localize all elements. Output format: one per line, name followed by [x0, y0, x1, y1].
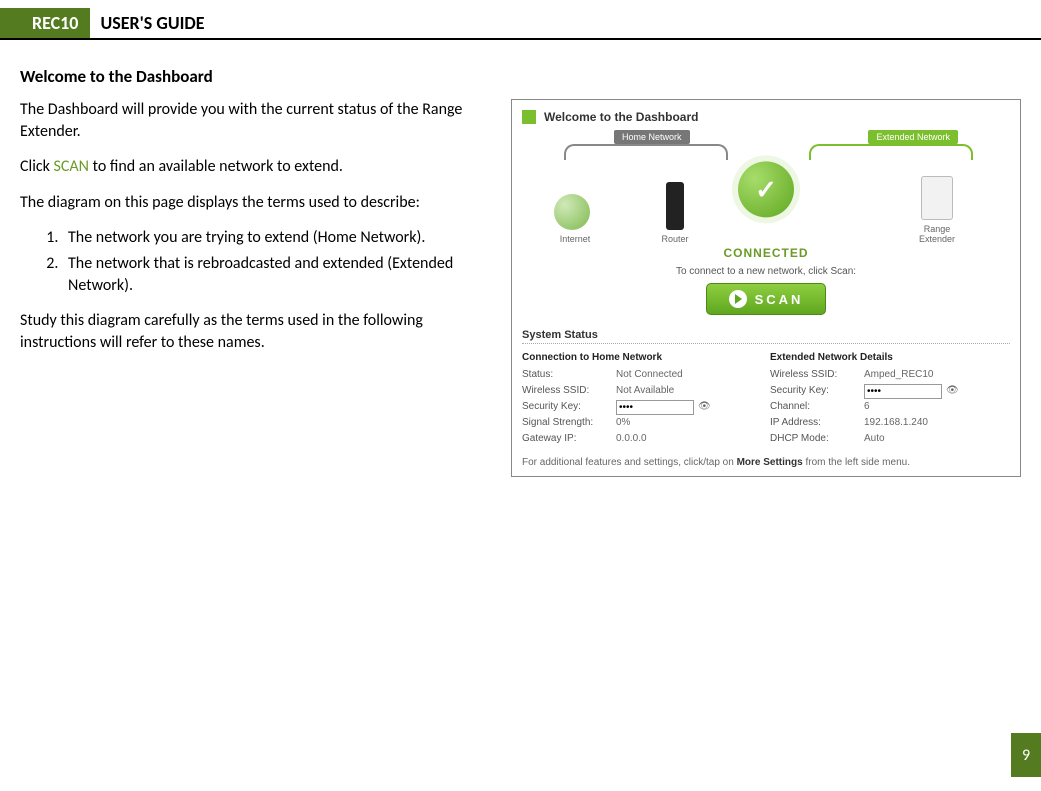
- paragraph: The Dashboard will provide you with the …: [20, 99, 491, 142]
- paragraph: The diagram on this page displays the te…: [20, 192, 491, 214]
- range-extender-icon: Range Extender: [916, 176, 958, 244]
- field-label: Wireless SSID:: [522, 383, 616, 399]
- doc-title: USER'S GUIDE: [90, 8, 204, 38]
- system-status-heading: System Status: [522, 329, 1010, 341]
- text: For additional features and settings, cl…: [522, 457, 737, 468]
- home-network-tag: Home Network: [614, 130, 690, 144]
- home-network-column: Connection to Home Network Status:Not Co…: [522, 352, 762, 447]
- paragraph: Study this diagram carefully as the term…: [20, 310, 491, 353]
- scan-button-label: SCAN: [755, 292, 804, 307]
- text: from the left side menu.: [803, 457, 910, 468]
- connected-check-icon: ✓: [738, 161, 794, 217]
- extended-network-column: Extended Network Details Wireless SSID:A…: [770, 352, 1010, 447]
- extended-bracket: [809, 144, 973, 160]
- field-label: Security Key:: [770, 383, 864, 399]
- column-title: Extended Network Details: [770, 352, 1010, 363]
- router-icon: Router: [654, 182, 696, 244]
- device-label: Internet: [554, 234, 596, 244]
- paragraph: Click SCAN to find an available network …: [20, 156, 491, 178]
- list-item: The network that is rebroadcasted and ex…: [62, 253, 491, 296]
- page-content: Welcome to the Dashboard The Dashboard w…: [20, 60, 1021, 477]
- security-key-input[interactable]: [864, 384, 942, 399]
- field-label: Security Key:: [522, 399, 616, 415]
- column-title: Connection to Home Network: [522, 352, 762, 363]
- text: Click: [20, 157, 54, 176]
- field-value: 0%: [616, 415, 762, 431]
- field-label: Signal Strength:: [522, 415, 616, 431]
- text: to find an available network to extend.: [89, 157, 343, 176]
- list-item: The network you are trying to extend (Ho…: [62, 227, 491, 249]
- screenshot-footer: For additional features and settings, cl…: [522, 457, 1010, 468]
- field-value: 0.0.0.0: [616, 431, 762, 447]
- reveal-icon[interactable]: 👁: [698, 399, 711, 415]
- field-label: DHCP Mode:: [770, 431, 864, 447]
- security-key-input[interactable]: [616, 400, 694, 415]
- page-number: 9: [1011, 733, 1041, 777]
- field-label: Wireless SSID:: [770, 367, 864, 383]
- field-value: Amped_REC10: [864, 367, 1010, 383]
- divider: [522, 343, 1010, 344]
- field-value: Auto: [864, 431, 1010, 447]
- dashboard-screenshot: Welcome to the Dashboard Home Network Ex…: [511, 99, 1021, 477]
- connected-label: CONNECTED: [723, 246, 808, 260]
- internet-icon: Internet: [554, 194, 596, 244]
- home-bracket: [564, 144, 728, 160]
- header-accent: [0, 8, 20, 38]
- product-badge: REC10: [20, 8, 90, 38]
- network-diagram: Home Network Extended Network Internet R…: [524, 130, 1008, 260]
- field-value: Not Available: [616, 383, 762, 399]
- device-label: Router: [654, 234, 696, 244]
- description-list: The network you are trying to extend (Ho…: [40, 227, 491, 296]
- more-settings-label: More Settings: [737, 457, 803, 468]
- extended-network-tag: Extended Network: [868, 130, 958, 144]
- reveal-icon[interactable]: 👁: [946, 383, 959, 399]
- title-bullet-icon: [522, 110, 536, 124]
- field-label: Gateway IP:: [522, 431, 616, 447]
- doc-header: REC10 USER'S GUIDE: [0, 8, 1041, 40]
- field-label: Status:: [522, 367, 616, 383]
- play-icon: [729, 290, 747, 308]
- field-value: 6: [864, 399, 1010, 415]
- status-grid: Connection to Home Network Status:Not Co…: [522, 352, 1010, 447]
- scan-button[interactable]: SCAN: [706, 283, 827, 315]
- scan-keyword: SCAN: [54, 157, 89, 176]
- device-label: Range Extender: [916, 224, 958, 244]
- scan-caption: To connect to a new network, click Scan:: [518, 266, 1014, 277]
- field-label: IP Address:: [770, 415, 864, 431]
- section-heading: Welcome to the Dashboard: [20, 66, 1021, 87]
- body-text: The Dashboard will provide you with the …: [20, 99, 491, 477]
- field-value: 192.168.1.240: [864, 415, 1010, 431]
- screenshot-title: Welcome to the Dashboard: [544, 110, 698, 124]
- field-label: Channel:: [770, 399, 864, 415]
- field-value: Not Connected: [616, 367, 762, 383]
